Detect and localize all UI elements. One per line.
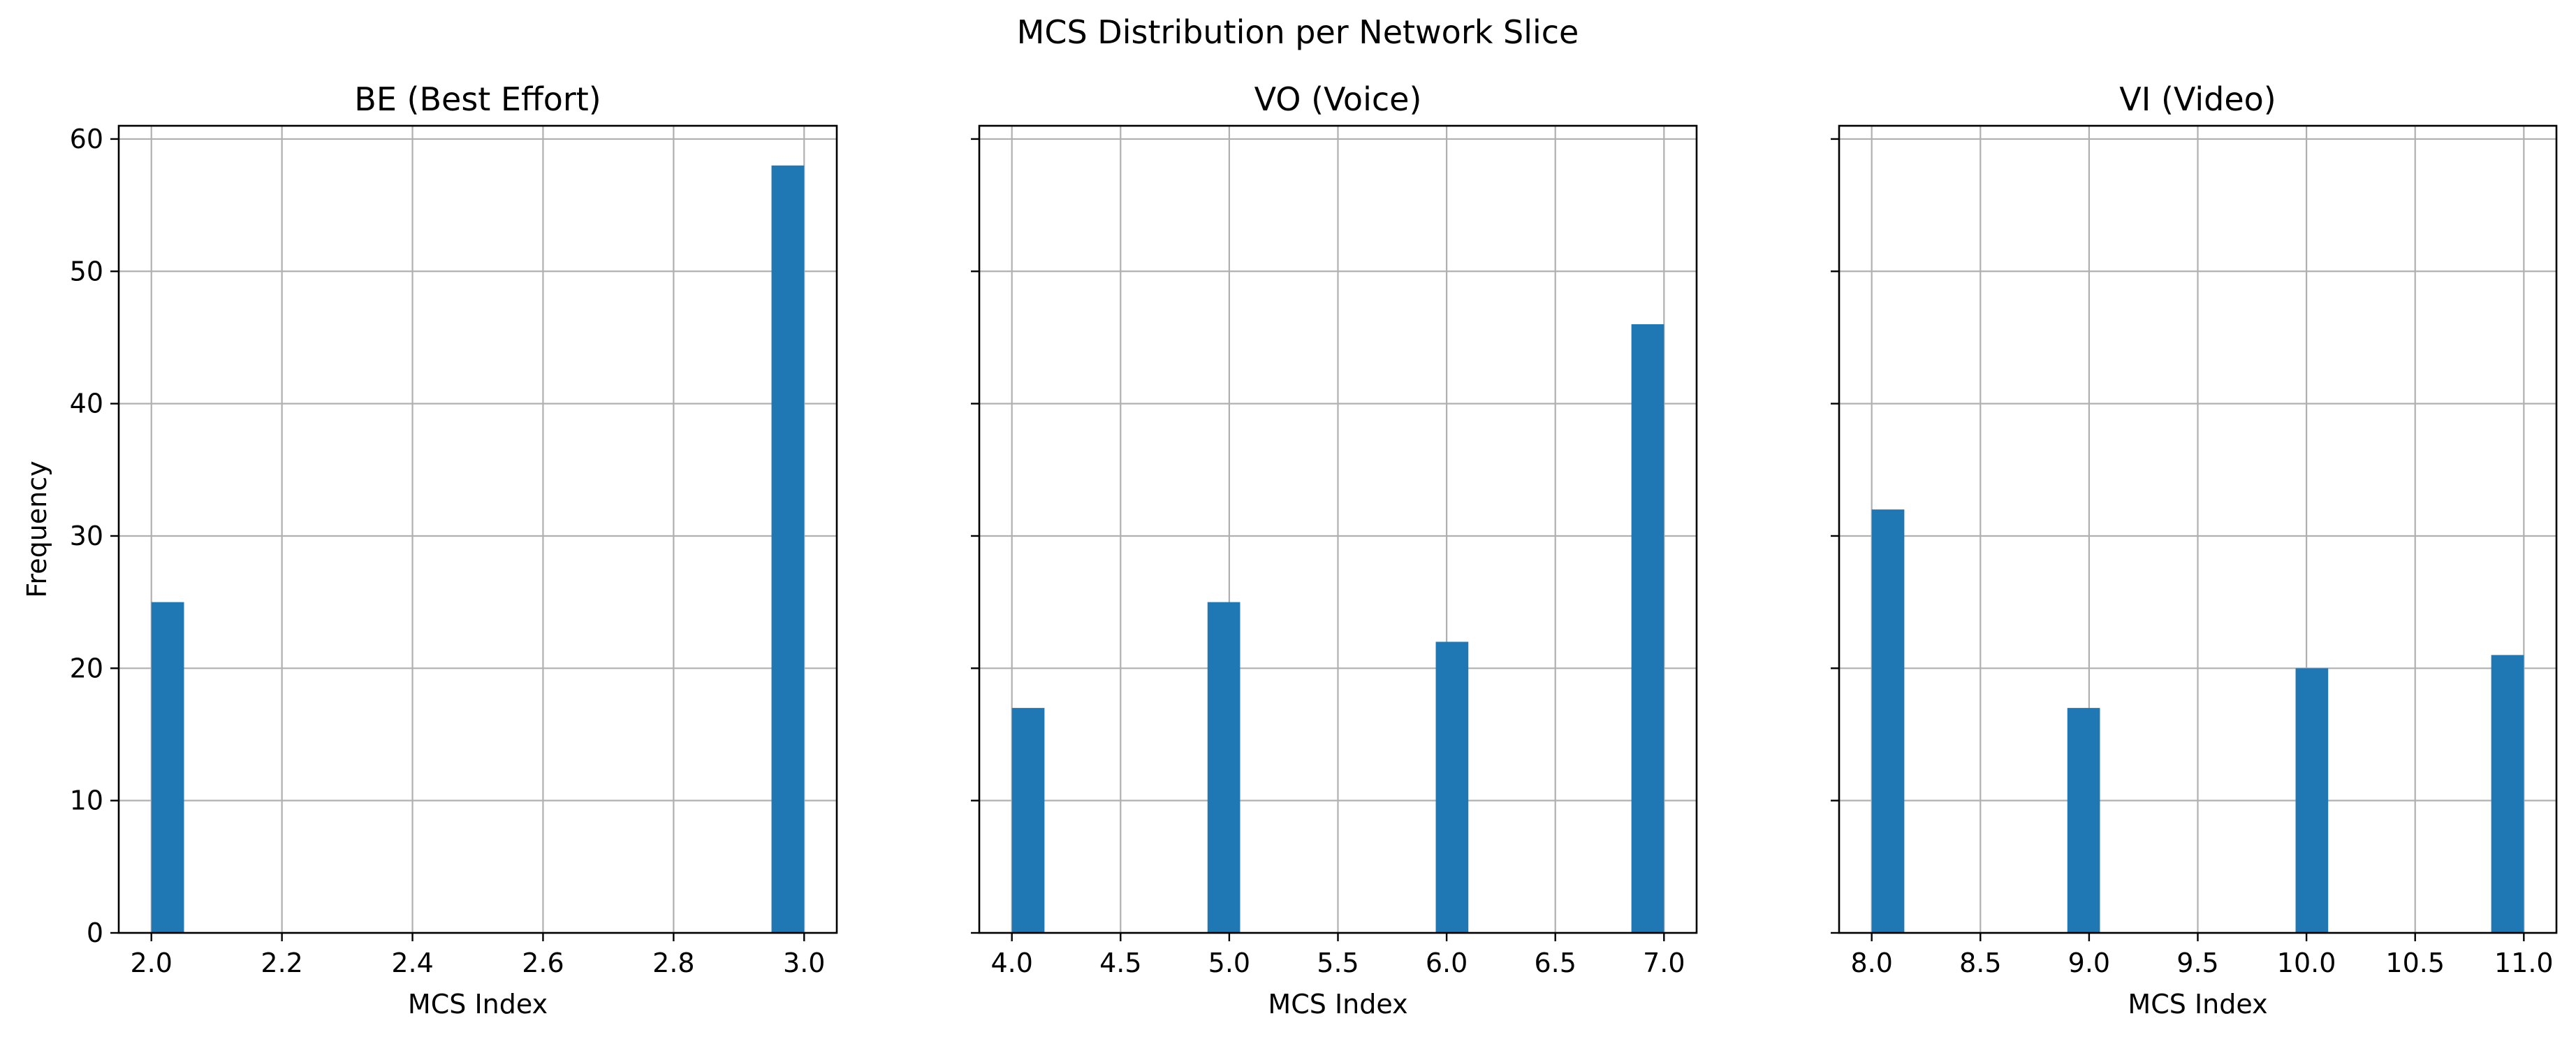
y-tick-label: 40 xyxy=(70,389,103,419)
x-tick-label: 6.0 xyxy=(1426,948,1468,978)
histogram-bar xyxy=(2067,708,2100,933)
histogram-bar xyxy=(2491,655,2524,933)
x-tick-label: 6.5 xyxy=(1534,948,1576,978)
x-tick-label: 4.5 xyxy=(1099,948,1141,978)
y-tick-label: 20 xyxy=(70,653,103,683)
x-tick-label: 9.0 xyxy=(2068,948,2110,978)
x-tick-label: 10.0 xyxy=(2277,948,2336,978)
x-tick-label: 5.0 xyxy=(1208,948,1250,978)
x-tick-label: 2.0 xyxy=(131,948,173,978)
subplot-1: 2.0 2.2 2.4 2.6 2.8 3.0 0 10 20 30 40 50 60 BE (Best … xyxy=(22,80,838,1020)
histogram-bar xyxy=(1871,509,1905,933)
histogram-bar xyxy=(151,602,184,933)
x-tick-label: 7.0 xyxy=(1643,948,1685,978)
x-tick-label: 3.0 xyxy=(783,948,825,978)
histogram-bar xyxy=(771,165,805,934)
y-tick-label: 30 xyxy=(70,521,103,551)
x-axis-label: MCS Index xyxy=(2128,989,2267,1020)
x-tick-label: 8.5 xyxy=(1959,948,2001,978)
y-tick-label: 60 xyxy=(70,124,103,154)
histogram-bar xyxy=(1435,641,1469,933)
x-axis-label: MCS Index xyxy=(408,989,548,1020)
histogram-bar xyxy=(2295,668,2329,933)
x-axis-label: MCS Index xyxy=(1268,989,1407,1020)
y-tick-label: 50 xyxy=(70,256,103,287)
subplot-title: VI (Video) xyxy=(2119,80,2276,118)
x-tick-label: 2.6 xyxy=(522,948,564,978)
y-tick-label: 0 xyxy=(87,918,103,948)
figure-title: MCS Distribution per Network Slice xyxy=(1017,13,1579,51)
histogram-bar xyxy=(1011,708,1045,933)
x-tick-label: 10.5 xyxy=(2385,948,2445,978)
x-tick-label: 2.2 xyxy=(261,948,302,978)
histogram-bar xyxy=(1631,324,1664,934)
x-tick-label: 5.5 xyxy=(1317,948,1359,978)
subplot-title: VO (Voice) xyxy=(1254,80,1422,118)
x-tick-label: 2.4 xyxy=(391,948,433,978)
y-axis-label: Frequency xyxy=(22,461,52,597)
x-tick-label: 9.5 xyxy=(2176,948,2218,978)
histogram-bar xyxy=(1207,602,1241,933)
chart-panels: 2.0 2.2 2.4 2.6 2.8 3.0 0 10 20 30 40 50 60 BE (Best … xyxy=(22,80,2558,1020)
x-tick-label: 4.0 xyxy=(990,948,1032,978)
x-tick-label: 2.8 xyxy=(652,948,694,978)
x-tick-label: 11.0 xyxy=(2494,948,2554,978)
x-tick-label: 8.0 xyxy=(1850,948,1892,978)
y-tick-label: 10 xyxy=(70,785,103,816)
axes-frame xyxy=(117,124,838,934)
subplot-title: BE (Best Effort) xyxy=(354,80,601,118)
subplot-2: 4.0 4.5 5.0 5.5 6.0 6.5 7.0 VO (Voice) MCS Index xyxy=(971,80,1698,1020)
subplot-3: 8.0 8.5 9.0 9.5 10.0 10.5 11.0 VI (Video) MCS In… xyxy=(1831,80,2558,1020)
